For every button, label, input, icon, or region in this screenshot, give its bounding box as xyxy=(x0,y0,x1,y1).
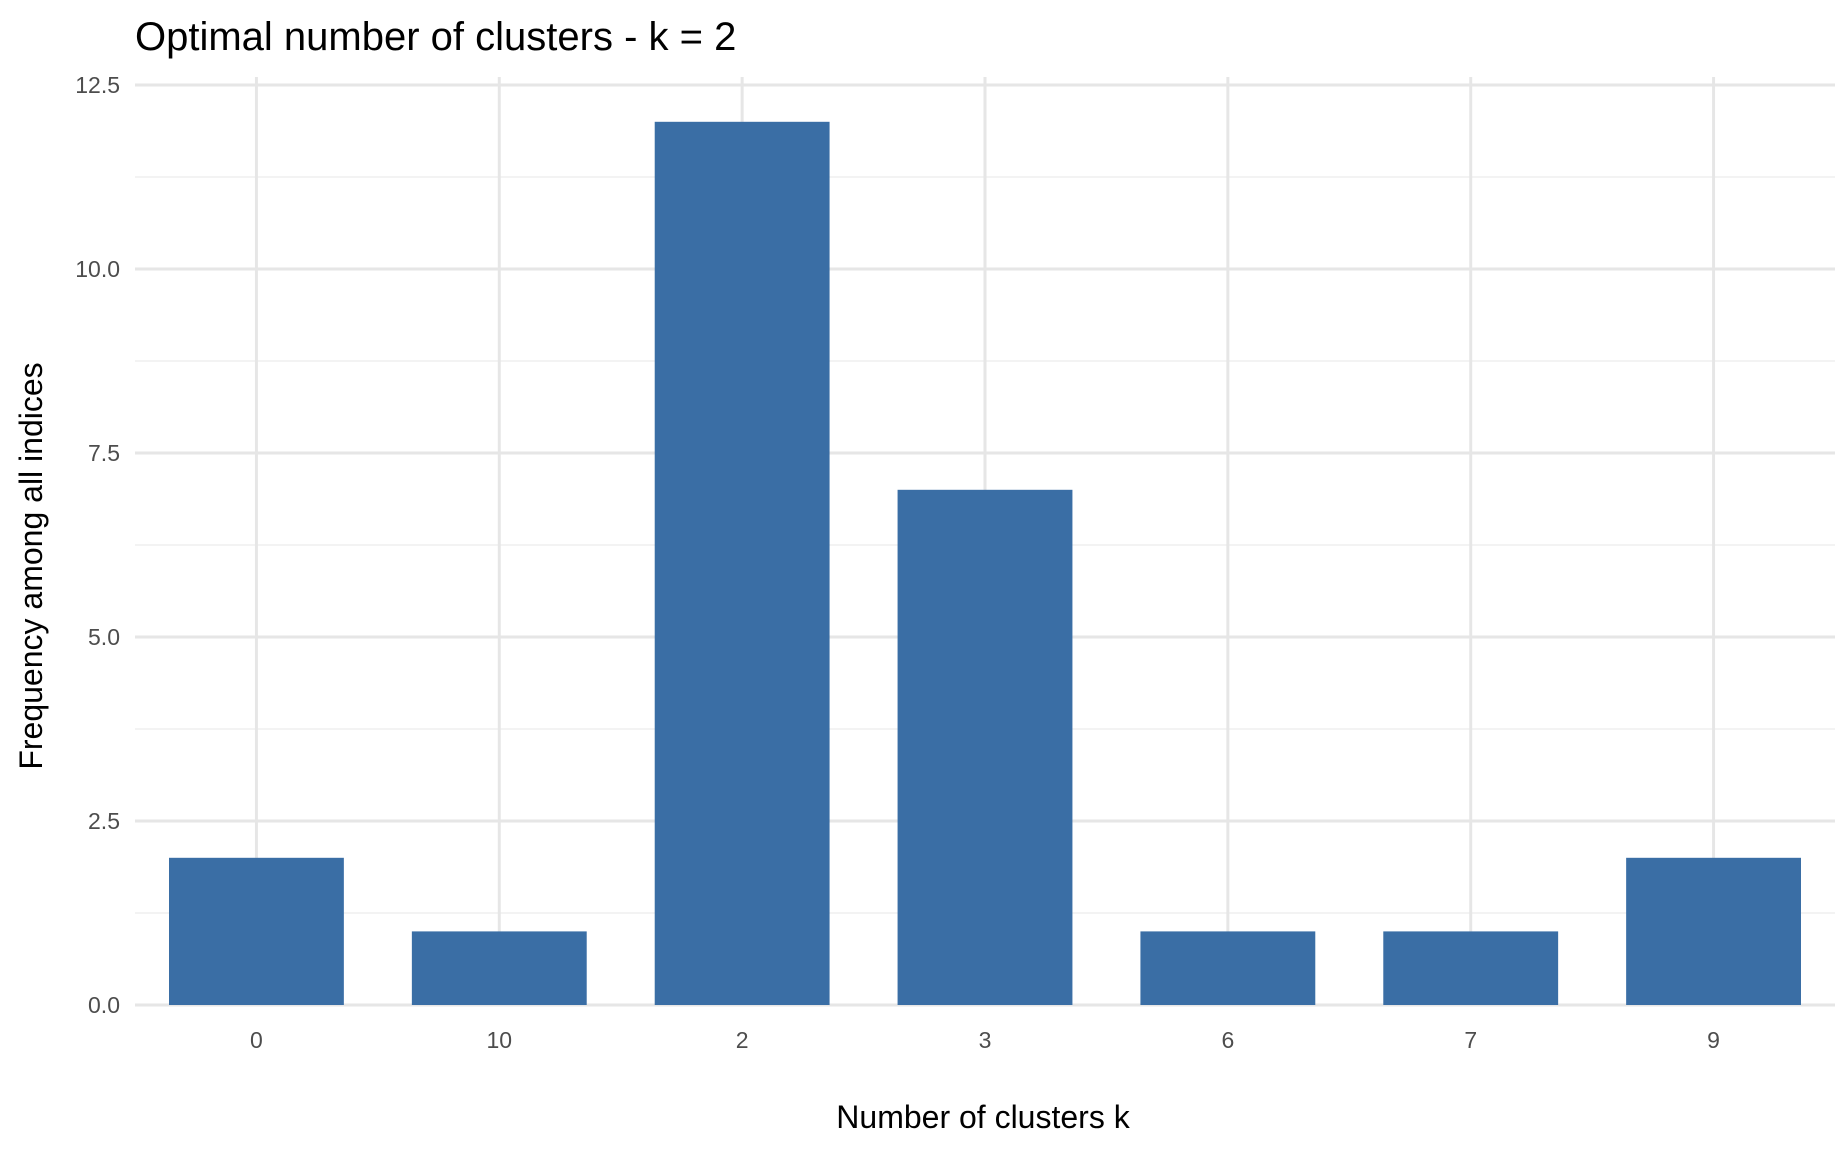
x-tick-label: 6 xyxy=(1221,1027,1234,1053)
bar-2 xyxy=(654,121,830,1006)
x-tick-label: 9 xyxy=(1707,1027,1720,1053)
x-tick-label: 0 xyxy=(250,1027,263,1053)
y-tick-label: 7.5 xyxy=(88,440,120,466)
x-axis-ticks: 0 10 2 3 6 7 9 xyxy=(250,1027,1720,1053)
bar-9 xyxy=(1626,857,1801,1005)
y-tick-label: 10.0 xyxy=(75,256,120,282)
bar-6 xyxy=(1140,931,1316,1005)
bar-0 xyxy=(169,857,344,1005)
y-axis-ticks: 0.0 2.5 5.0 7.5 10.0 12.5 xyxy=(75,72,120,1018)
x-tick-label: 3 xyxy=(979,1027,992,1053)
y-axis-title: Frequency among all indices xyxy=(13,362,49,769)
x-tick-label: 2 xyxy=(736,1027,749,1053)
bar-7 xyxy=(1383,931,1559,1005)
x-axis-title: Number of clusters k xyxy=(836,1099,1130,1135)
y-tick-label: 2.5 xyxy=(88,808,120,834)
bar-3 xyxy=(897,489,1073,1005)
chart-title: Optimal number of clusters - k = 2 xyxy=(135,15,736,59)
bars xyxy=(169,121,1801,1006)
bar-10 xyxy=(411,931,587,1005)
x-tick-label: 10 xyxy=(486,1027,512,1053)
y-tick-label: 12.5 xyxy=(75,72,120,98)
x-tick-label: 7 xyxy=(1464,1027,1477,1053)
y-tick-label: 0.0 xyxy=(88,992,120,1018)
y-tick-label: 5.0 xyxy=(88,624,120,650)
